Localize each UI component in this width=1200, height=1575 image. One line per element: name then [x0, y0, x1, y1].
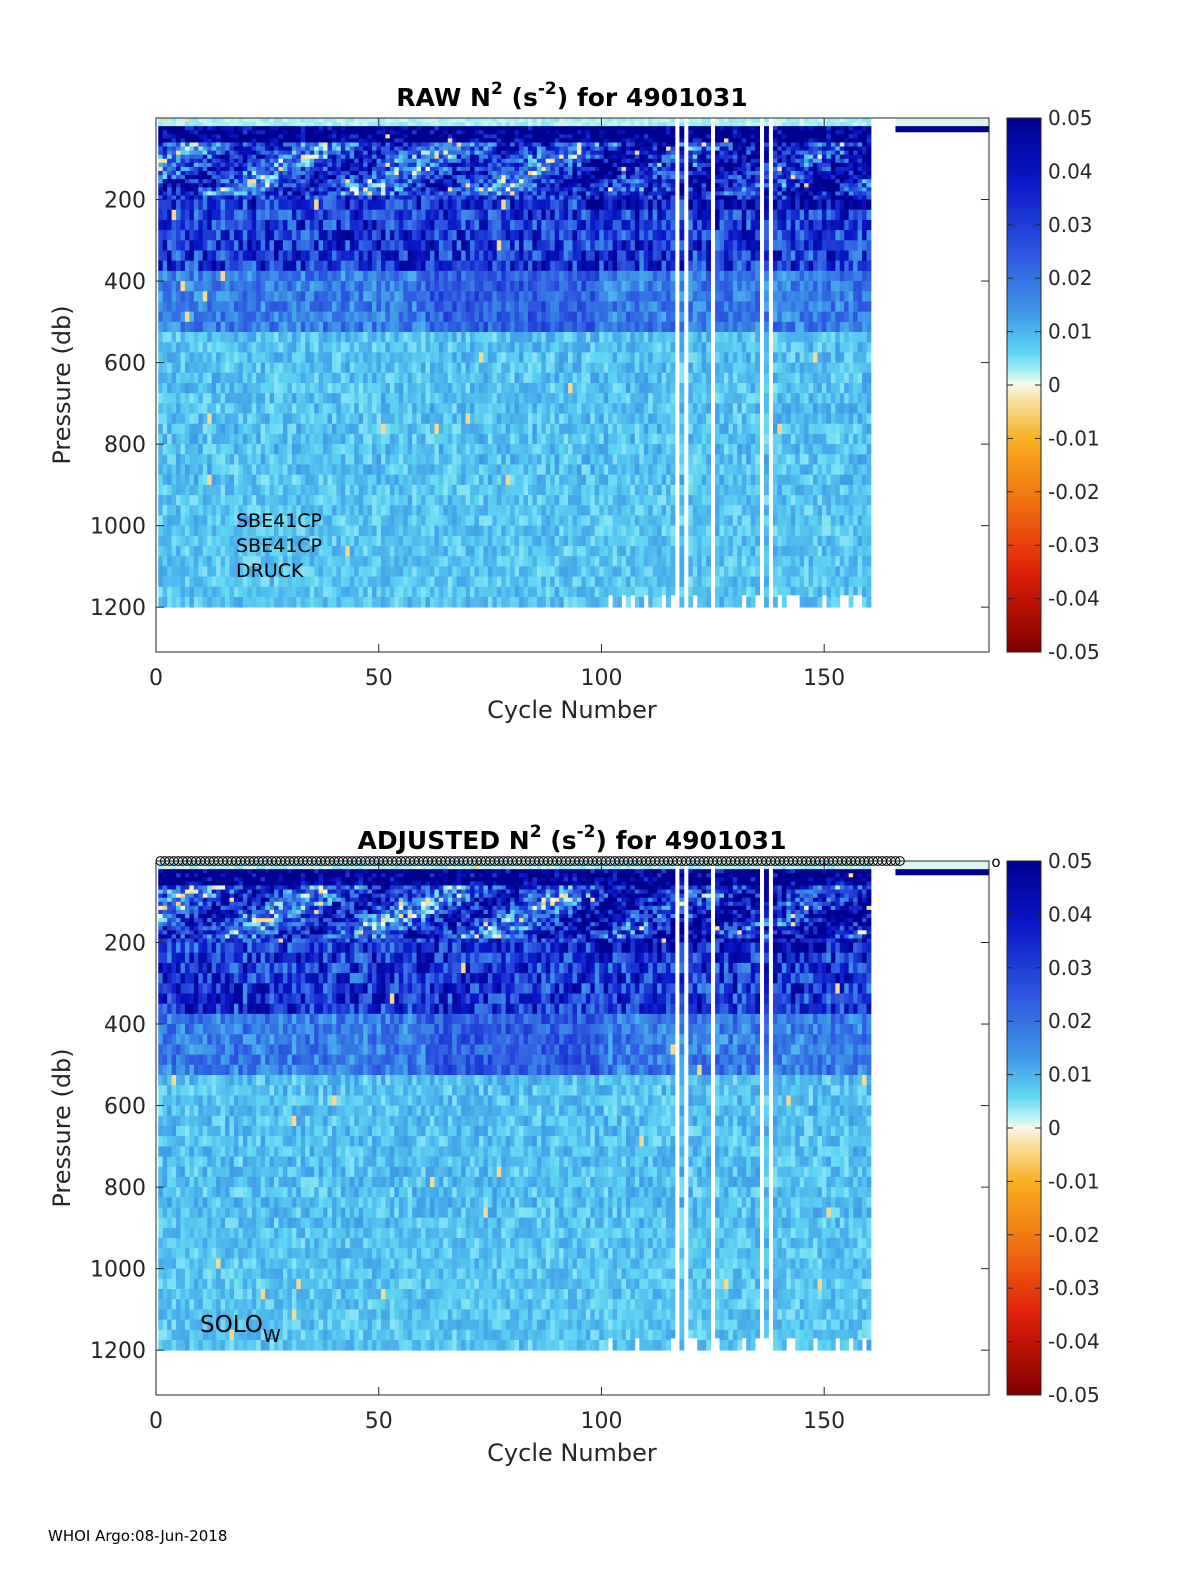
colorbar-tick-label: 0.03	[1048, 956, 1093, 980]
x-tick-label: 0	[149, 666, 163, 691]
colorbar-tick-label: 0.04	[1048, 159, 1093, 183]
adjusted-n2-panel: ADJUSTED N2 (s-2) for 4901031 0 50 100 150 2…	[48, 822, 1100, 1467]
y-tick-label: 600	[104, 352, 146, 377]
colorbar-tick-label: -0.01	[1048, 1169, 1100, 1193]
raw-chart-title: RAW N2 (s-2) for 4901031	[396, 79, 747, 112]
raw-sensor-label-3: DRUCK	[236, 560, 304, 582]
adjusted-x-axis-label: Cycle Number	[487, 1439, 657, 1467]
colorbar-tick-label: -0.01	[1048, 426, 1100, 450]
x-tick-label: 150	[803, 666, 845, 691]
colorbar-tick-label: -0.04	[1048, 1330, 1100, 1354]
raw-plot-frame	[155, 117, 990, 653]
y-tick-label: 800	[104, 1176, 146, 1201]
adjusted-chart-title: ADJUSTED N2 (s-2) for 4901031	[358, 822, 787, 855]
footer-credit: WHOI Argo:08-Jun-2018	[48, 1527, 227, 1545]
x-tick-label: 100	[580, 1409, 622, 1434]
colorbar-tick-label: 0.01	[1048, 320, 1093, 344]
colorbar-tick-label: 0	[1048, 1116, 1061, 1140]
x-tick-label: 100	[580, 666, 622, 691]
colorbar-tick-label: -0.05	[1048, 1383, 1100, 1407]
y-tick-label: 800	[104, 433, 146, 458]
x-tick-label: 0	[149, 1409, 163, 1434]
y-tick-label: 400	[104, 1013, 146, 1038]
qc-marker	[890, 856, 901, 866]
y-tick-label: 600	[104, 1095, 146, 1120]
qc-flag-markers	[155, 856, 905, 866]
raw-y-axis-label: Pressure (db)	[48, 305, 76, 464]
raw-x-axis-label: Cycle Number	[487, 696, 657, 724]
colorbar-tick-label: 0.01	[1048, 1063, 1093, 1087]
colorbar-tick-label: 0.03	[1048, 213, 1093, 237]
colorbar-tick-label: 0.02	[1048, 1009, 1093, 1033]
qc-marker-last: o	[991, 853, 1000, 871]
colorbar-tick-label: -0.04	[1048, 587, 1100, 611]
y-tick-label: 1000	[90, 1258, 146, 1283]
y-tick-label: 1200	[90, 1339, 146, 1364]
y-tick-label: 1200	[90, 596, 146, 621]
raw-n2-panel: RAW N2 (s-2) for 4901031 0 50 100 150 200 400…	[48, 79, 1100, 724]
colorbar-tick-label: -0.05	[1048, 640, 1100, 664]
qc-marker	[895, 856, 905, 866]
raw-heatmap	[158, 118, 989, 608]
y-tick-label: 200	[104, 189, 146, 214]
x-tick-label: 50	[365, 666, 393, 691]
raw-sensor-label-2: SBE41CP	[236, 535, 322, 557]
adjusted-plot-frame	[155, 860, 990, 1396]
colorbar-tick-label: -0.02	[1048, 480, 1100, 504]
colorbar-tick-label: 0.05	[1048, 849, 1093, 873]
adjusted-y-axis-label: Pressure (db)	[48, 1048, 76, 1207]
colorbar-tick-label: 0	[1048, 373, 1061, 397]
adjusted-heatmap	[158, 861, 989, 1351]
colorbar-tick-label: 0.04	[1048, 902, 1093, 926]
colorbar-tick-label: 0.02	[1048, 266, 1093, 290]
adjusted-float-type-label: SOLOW	[200, 1312, 281, 1347]
x-tick-label: 50	[365, 1409, 393, 1434]
colorbar-tick-label: -0.03	[1048, 533, 1100, 557]
colorbar-tick-label: 0.05	[1048, 106, 1093, 130]
raw-sensor-label-1: SBE41CP	[236, 510, 322, 532]
y-tick-label: 1000	[90, 515, 146, 540]
y-tick-label: 200	[104, 932, 146, 957]
colorbar-tick-label: -0.02	[1048, 1223, 1100, 1247]
x-tick-label: 150	[803, 1409, 845, 1434]
y-tick-label: 400	[104, 270, 146, 295]
colorbar-tick-label: -0.03	[1048, 1276, 1100, 1300]
